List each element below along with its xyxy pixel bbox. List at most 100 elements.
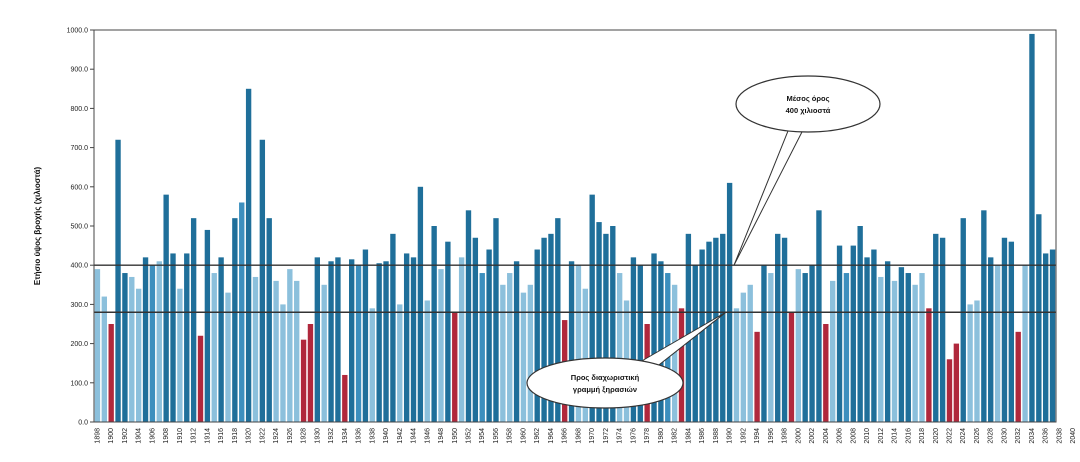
x-tick-label: 1938 <box>369 428 376 444</box>
bar <box>610 226 616 422</box>
x-tick-label: 1922 <box>259 428 266 444</box>
bar <box>300 339 307 422</box>
bar <box>733 308 740 422</box>
x-tick-label: 1984 <box>685 428 692 444</box>
callouts: Μέσος όρος 400 χιλιοστά Προς διαχωριστική γ… <box>526 75 881 409</box>
bar <box>781 237 788 422</box>
bar <box>142 257 149 422</box>
bar <box>706 241 712 422</box>
bar <box>816 210 822 422</box>
bar <box>190 218 197 422</box>
bar <box>905 273 911 422</box>
bar <box>163 194 169 422</box>
x-tick-label: 1974 <box>617 428 624 444</box>
x-tick-label: 1948 <box>438 428 445 444</box>
x-tick-label: 1952 <box>465 428 472 444</box>
y-tick-label: 100.0 <box>70 380 88 387</box>
bar <box>685 233 692 422</box>
bar <box>988 257 994 422</box>
drought-callout-label: γραμμή ξηρασιών <box>573 385 637 394</box>
bar <box>582 288 588 422</box>
mean-callout-label: 400 χιλιοστά <box>786 106 831 115</box>
bar <box>1036 214 1042 422</box>
x-tick-label: 1926 <box>287 428 294 444</box>
bar <box>115 139 121 422</box>
bar <box>589 194 595 422</box>
x-tick-label: 1910 <box>177 428 184 444</box>
bar <box>926 308 932 422</box>
bar <box>720 233 726 422</box>
bar <box>314 257 320 422</box>
y-tick-label: 1000.0 <box>67 28 89 35</box>
x-tick-label: 1958 <box>507 428 514 444</box>
bar <box>857 226 863 422</box>
x-tick-label: 2000 <box>795 428 802 444</box>
bar <box>630 257 637 422</box>
bar <box>616 273 623 422</box>
x-tick-label: 1970 <box>589 428 596 444</box>
bar <box>596 222 602 422</box>
x-tick-label: 2006 <box>837 428 844 444</box>
x-tick-label: 1962 <box>534 428 541 444</box>
bar <box>1049 249 1056 422</box>
bar <box>836 245 843 422</box>
bar <box>472 237 479 422</box>
bar <box>933 233 939 422</box>
y-tick-label: 800.0 <box>70 106 88 113</box>
bar <box>259 139 266 422</box>
bar <box>884 261 891 422</box>
x-tick-label: 1904 <box>136 428 143 444</box>
x-tick-label: 1916 <box>218 428 225 444</box>
bar <box>946 359 953 422</box>
bar <box>603 233 609 422</box>
bar <box>486 249 492 422</box>
bar <box>891 280 898 422</box>
bar <box>713 237 719 422</box>
x-tick-label: 2012 <box>878 428 885 444</box>
bar <box>788 312 795 422</box>
bar <box>129 276 135 422</box>
bar <box>403 253 410 422</box>
x-tick-label: 1912 <box>191 428 198 444</box>
bar <box>335 257 341 422</box>
x-tick-label: 1992 <box>740 428 747 444</box>
y-axis-ticks: 0.0 100.0 200.0 300.0 400.0 500.0 600.0 700.0 80… <box>67 28 94 427</box>
bar <box>651 253 657 422</box>
x-tick-label: 2034 <box>1029 428 1036 444</box>
x-tick-label: 1940 <box>383 428 390 444</box>
bar <box>321 284 327 422</box>
bar <box>740 292 747 422</box>
bar <box>101 296 107 422</box>
bar <box>967 304 973 422</box>
bar <box>225 292 231 422</box>
bar <box>754 331 760 422</box>
x-tick-label: 1966 <box>562 428 569 444</box>
bar <box>864 257 870 422</box>
bar <box>204 229 211 422</box>
x-tick-label: 2026 <box>974 428 981 444</box>
bar <box>445 241 451 422</box>
bar <box>273 280 279 422</box>
bar <box>390 233 396 422</box>
bar <box>871 249 877 422</box>
reference-lines <box>94 264 1056 313</box>
bar <box>981 210 987 422</box>
bar <box>541 237 547 422</box>
bar <box>122 273 128 422</box>
bar <box>458 257 465 422</box>
x-tick-label: 1930 <box>314 428 321 444</box>
bar <box>671 284 678 422</box>
x-tick-label: 2022 <box>946 428 953 444</box>
bar <box>218 257 224 422</box>
x-tick-label: 2008 <box>850 428 857 444</box>
bar <box>802 273 808 422</box>
bar <box>438 269 444 422</box>
bar <box>919 273 925 422</box>
bar <box>397 304 403 422</box>
x-tick-label: 1996 <box>768 428 775 444</box>
x-tick-label: 1964 <box>548 428 555 444</box>
bar <box>493 218 499 422</box>
bar <box>355 265 362 422</box>
x-tick-label: 1960 <box>520 428 527 444</box>
